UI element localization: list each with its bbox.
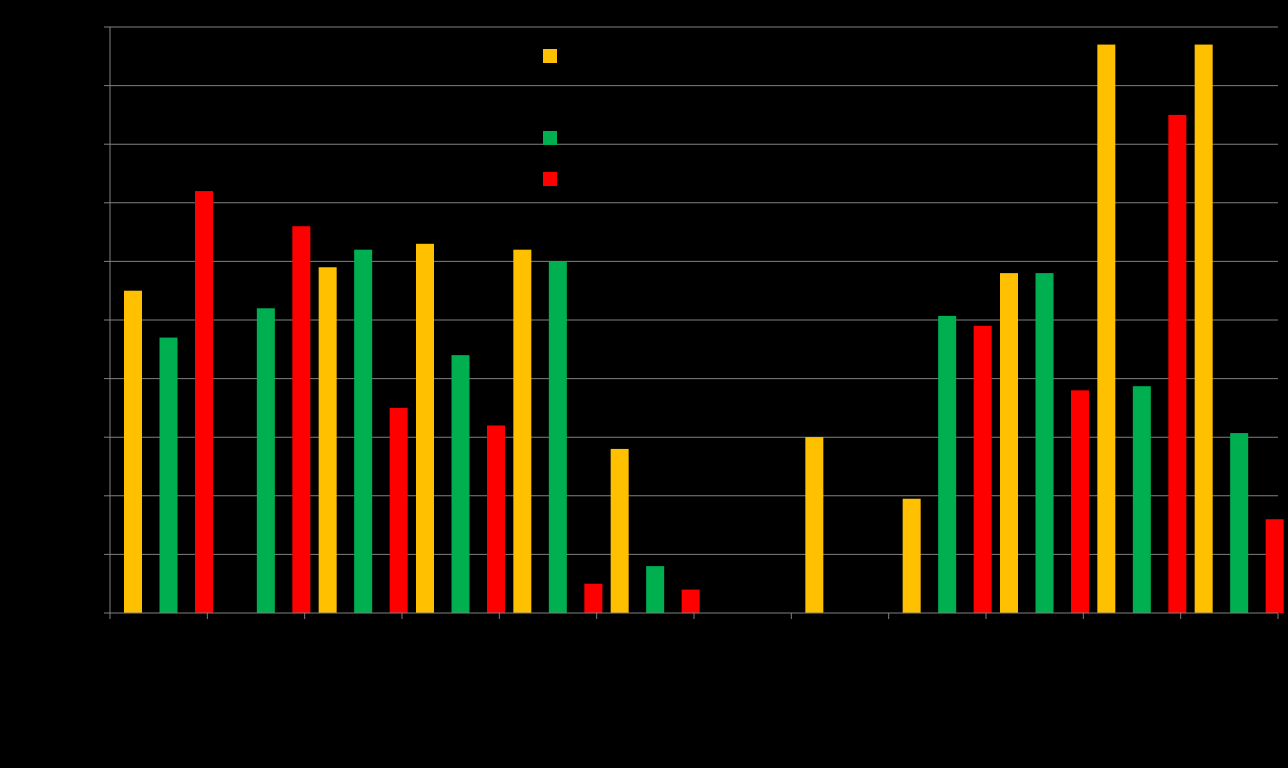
bar-series-2-cat-11 [1132, 386, 1151, 613]
bar-series-3-cat-4 [487, 425, 505, 613]
bar-series-2-cat-5 [548, 261, 567, 613]
bar-series-3-cat-12 [1265, 519, 1284, 613]
bar-series-3-cat-6 [681, 589, 700, 613]
bar-series-1-cat-10 [1000, 273, 1018, 613]
bar-series-2-cat-9 [938, 315, 957, 613]
bar-series-1-cat-6 [610, 448, 629, 613]
bar-series-1-cat-3 [318, 267, 337, 613]
bar-series-3-cat-5 [584, 583, 603, 613]
bar-series-1-cat-11 [1097, 44, 1116, 613]
legend-swatch-series-2 [543, 131, 557, 145]
bar-series-3-cat-10 [1071, 390, 1089, 613]
bar-series-3-cat-3 [389, 407, 408, 613]
legend-swatch-series-1 [543, 49, 557, 63]
bar-series-3-cat-1 [195, 191, 213, 613]
legend [543, 49, 557, 186]
bar-series-2-cat-1 [159, 337, 178, 613]
legend-swatch-series-3 [543, 172, 557, 186]
bars [124, 44, 1284, 614]
bar-series-1-cat-8 [805, 437, 824, 613]
bar-series-3-cat-11 [1168, 114, 1187, 614]
bar-series-2-cat-2 [256, 308, 275, 613]
bar-series-1-cat-1 [124, 290, 142, 613]
bar-series-1-cat-9 [902, 498, 921, 613]
bar-series-2-cat-4 [451, 355, 470, 613]
bar-series-2-cat-6 [646, 566, 665, 613]
axes [104, 26, 1279, 619]
bar-series-2-cat-10 [1035, 273, 1054, 613]
bar-series-1-cat-5 [513, 249, 532, 613]
bar-series-2-cat-12 [1230, 433, 1249, 613]
bar-series-1-cat-4 [416, 243, 434, 613]
bar-series-1-cat-12 [1194, 44, 1213, 613]
bar-series-2-cat-3 [354, 249, 373, 613]
bar-series-3-cat-2 [292, 226, 311, 614]
bar-series-3-cat-9 [973, 325, 992, 613]
